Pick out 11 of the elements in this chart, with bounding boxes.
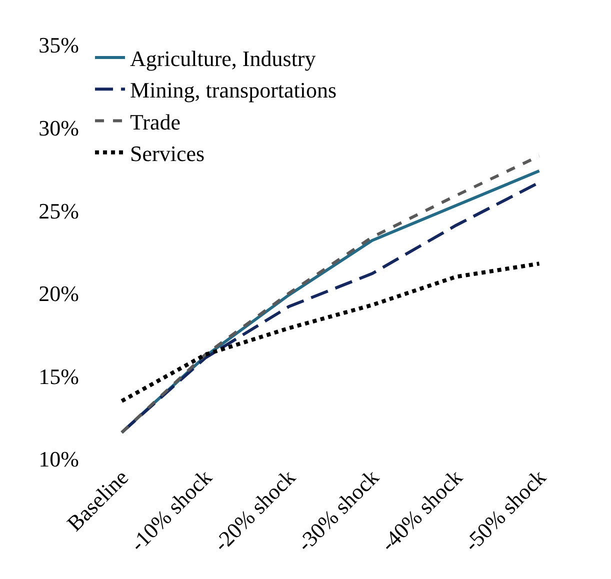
y-tick-label: 10% — [38, 446, 79, 472]
y-tick-label: 25% — [38, 198, 79, 224]
line-series — [120, 262, 542, 404]
legend-label: Agriculture, Industry — [130, 46, 316, 72]
y-tick-label: 20% — [38, 281, 79, 306]
y-tick-label: 35% — [38, 32, 79, 58]
y-tick-label: 15% — [38, 364, 79, 389]
legend-label: Trade — [130, 109, 181, 134]
y-tick-label: 30% — [38, 116, 79, 140]
legend-label: Mining, transportations — [130, 78, 337, 103]
legend-label: Services — [130, 140, 205, 166]
